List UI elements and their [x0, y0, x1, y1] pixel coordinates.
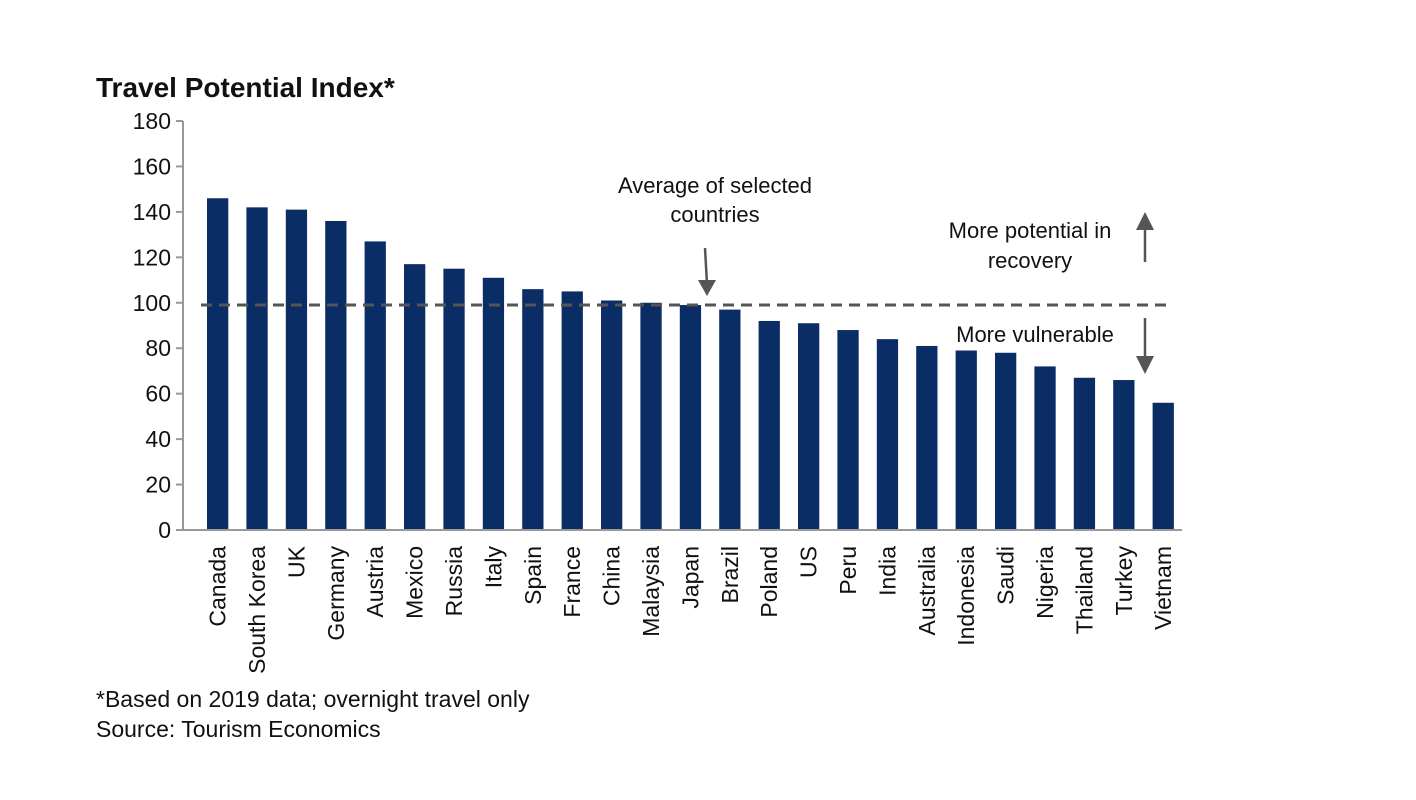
x-tick-label: Nigeria — [1032, 546, 1058, 619]
y-tick-label: 0 — [158, 517, 171, 543]
bar-germany — [325, 220, 347, 530]
x-tick-label: Austria — [362, 546, 388, 618]
x-tick-label: Vietnam — [1150, 546, 1176, 630]
x-tick-label: Australia — [914, 546, 940, 636]
bar-russia — [443, 268, 465, 530]
y-tick-label: 100 — [133, 290, 171, 316]
bar-nigeria — [1034, 366, 1056, 530]
y-tick-label: 20 — [145, 472, 171, 498]
down-arrow-icon — [698, 247, 716, 296]
y-tick-label: 80 — [145, 335, 171, 361]
x-tick-label: France — [559, 546, 585, 618]
up-arrow-icon — [1136, 212, 1154, 262]
x-tick-label: UK — [283, 545, 309, 578]
average-annotation-line2: countries — [670, 202, 759, 227]
x-tick-label: China — [599, 546, 625, 606]
y-tick-label: 140 — [133, 199, 171, 225]
x-tick-label: Thailand — [1071, 546, 1097, 634]
bar-malaysia — [640, 302, 662, 530]
bar-brazil — [719, 309, 741, 530]
bar-austria — [364, 241, 386, 530]
bar-canada — [207, 198, 229, 530]
x-tick-label: Russia — [441, 546, 467, 617]
x-tick-label: Peru — [835, 546, 861, 595]
bar-australia — [916, 345, 938, 530]
x-tick-label: Malaysia — [638, 546, 664, 637]
down-annotation: More vulnerable — [956, 322, 1114, 347]
bar-saudi — [995, 352, 1017, 530]
bar-peru — [837, 330, 859, 530]
bar-mexico — [404, 264, 426, 530]
x-tick-label: Poland — [756, 546, 782, 618]
x-tick-label: Japan — [677, 546, 703, 609]
y-tick-label: 120 — [133, 244, 171, 270]
x-tick-label: Brazil — [717, 546, 743, 604]
bar-india — [876, 339, 899, 530]
bar-japan — [679, 305, 702, 530]
bar-thailand — [1073, 377, 1096, 530]
bar-us — [798, 323, 820, 530]
y-tick-label: 180 — [133, 108, 171, 134]
x-tick-label: Canada — [205, 546, 231, 627]
x-tick-label: Spain — [520, 546, 546, 605]
source-note: Source: Tourism Economics — [96, 716, 381, 742]
x-axis-labels: Canada South Korea UK Germany Austria Mexico R… — [205, 545, 1177, 674]
average-annotation-line1: Average of selected — [618, 173, 812, 198]
y-tick-label: 40 — [145, 426, 171, 452]
x-tick-label: India — [874, 546, 900, 596]
bar-poland — [758, 320, 780, 530]
up-annotation-line2: recovery — [988, 248, 1072, 273]
bars — [207, 198, 1174, 530]
x-tick-label: Saudi — [993, 546, 1019, 605]
bar-vietnam — [1152, 402, 1174, 530]
x-tick-label: Italy — [480, 546, 506, 589]
x-tick-label: Germany — [323, 546, 349, 641]
bar-turkey — [1113, 380, 1135, 530]
x-tick-label: South Korea — [244, 546, 270, 674]
bar-spain — [522, 289, 544, 530]
y-axis: 0 20 40 60 80 100 120 140 160 180 — [133, 108, 183, 543]
up-annotation-line1: More potential in — [949, 218, 1112, 243]
y-tick-label: 160 — [133, 153, 171, 179]
bar-france — [561, 291, 583, 530]
x-tick-label: Mexico — [402, 546, 428, 619]
x-tick-label: US — [796, 546, 822, 578]
down-arrow-icon — [1136, 318, 1154, 374]
x-tick-label: Turkey — [1111, 546, 1137, 616]
bar-south-korea — [246, 207, 268, 530]
y-tick-label: 60 — [145, 381, 171, 407]
bar-italy — [482, 277, 505, 530]
footnote: *Based on 2019 data; overnight travel on… — [96, 686, 530, 712]
bar-indonesia — [955, 350, 977, 530]
chart-title: Travel Potential Index* — [96, 72, 395, 103]
x-tick-label: Indonesia — [953, 546, 979, 646]
bar-uk — [285, 209, 308, 530]
bar-china — [601, 300, 623, 530]
